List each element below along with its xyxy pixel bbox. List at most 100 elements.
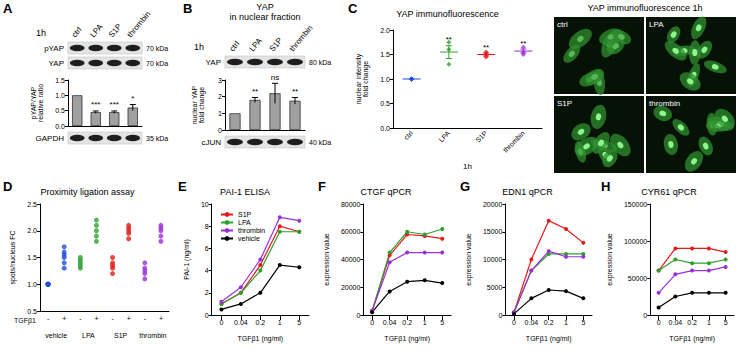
svg-text:cJUN: cJUN [201, 138, 221, 147]
svg-text:D: D [3, 179, 12, 194]
svg-text:1: 1 [423, 319, 427, 326]
svg-text:+: + [94, 315, 98, 322]
svg-text:LPA: LPA [649, 20, 664, 29]
svg-text:LPA: LPA [88, 22, 105, 39]
svg-text:-: - [79, 315, 82, 322]
svg-text:0: 0 [356, 312, 360, 319]
svg-text:80 kDa: 80 kDa [309, 59, 331, 66]
svg-text:1h: 1h [194, 42, 204, 52]
svg-text:50000: 50000 [628, 275, 648, 282]
svg-text:0.04: 0.04 [234, 319, 248, 326]
svg-text:5: 5 [297, 319, 301, 326]
svg-text:LPA: LPA [82, 332, 95, 339]
svg-text:35 kDa: 35 kDa [146, 135, 168, 142]
svg-text:1.0: 1.0 [380, 76, 390, 83]
svg-text:TGFβ1 (ng/ml): TGFβ1 (ng/ml) [238, 335, 284, 343]
svg-text:YAP: YAP [49, 59, 64, 68]
svg-text:0.2: 0.2 [255, 319, 265, 326]
svg-text:0: 0 [370, 319, 374, 326]
svg-text:expression value: expression value [606, 233, 614, 286]
svg-text:80000: 80000 [341, 201, 361, 208]
svg-text:10000: 10000 [483, 256, 503, 263]
svg-text:1.0: 1.0 [55, 92, 65, 99]
svg-text:***: *** [110, 100, 119, 109]
svg-text:2.5: 2.5 [27, 201, 37, 208]
svg-text:-: - [47, 315, 50, 322]
svg-text:5: 5 [581, 319, 585, 326]
svg-text:8: 8 [205, 223, 209, 230]
svg-text:vehicle: vehicle [238, 235, 260, 242]
svg-text:in nuclear fraction: in nuclear fraction [229, 12, 300, 22]
svg-text:0: 0 [205, 312, 209, 319]
svg-text:ns: ns [271, 73, 279, 82]
svg-text:thrombin: thrombin [139, 332, 166, 339]
svg-text:-: - [111, 315, 114, 322]
svg-text:YAP: YAP [206, 58, 221, 67]
svg-text:20000: 20000 [341, 284, 361, 291]
svg-text:5000: 5000 [487, 284, 503, 291]
svg-text:**: ** [446, 35, 452, 44]
svg-text:+: + [62, 315, 66, 322]
svg-text:ctrl: ctrl [403, 129, 415, 141]
svg-text:fold change: fold change [362, 61, 370, 97]
svg-text:F: F [318, 179, 326, 194]
svg-text:Proximity ligation assay: Proximity ligation assay [40, 187, 135, 197]
svg-text:YAP immunofluorescence 1h: YAP immunofluorescence 1h [587, 3, 702, 13]
svg-text:***: *** [91, 100, 100, 109]
svg-text:0.5: 0.5 [380, 100, 390, 107]
svg-text:S1P: S1P [238, 211, 252, 218]
svg-text:spots/nucleus FC: spots/nucleus FC [9, 230, 17, 284]
svg-text:4: 4 [205, 267, 209, 274]
svg-text:S1P: S1P [474, 129, 489, 144]
svg-text:S1P: S1P [557, 99, 572, 108]
svg-text:0.2: 0.2 [687, 319, 697, 326]
svg-text:**: ** [252, 87, 258, 96]
svg-text:ctrl: ctrl [228, 39, 242, 53]
svg-text:**: ** [483, 43, 489, 52]
svg-text:TGFβ1: TGFβ1 [14, 317, 36, 325]
svg-text:5: 5 [440, 319, 444, 326]
svg-text:0.04: 0.04 [525, 319, 539, 326]
svg-text:CYR61 qPCR: CYR61 qPCR [641, 187, 697, 197]
svg-text:60000: 60000 [341, 228, 361, 235]
svg-text:40 kDa: 40 kDa [309, 139, 331, 146]
svg-text:PAI-1 (ng/ml): PAI-1 (ng/ml) [183, 239, 191, 280]
svg-text:100000: 100000 [624, 238, 647, 245]
svg-text:GAPDH: GAPDH [36, 134, 65, 143]
svg-text:2: 2 [218, 93, 222, 100]
svg-text:EDN1 qPCR: EDN1 qPCR [502, 187, 553, 197]
svg-text:0: 0 [218, 127, 222, 134]
svg-text:relative ratio: relative ratio [37, 84, 44, 122]
svg-text:1: 1 [218, 110, 222, 117]
svg-text:1.5: 1.5 [380, 51, 390, 58]
svg-text:1h: 1h [463, 162, 472, 171]
svg-text:YAP immunofluorescence: YAP immunofluorescence [396, 9, 499, 19]
svg-text:2: 2 [205, 289, 209, 296]
svg-text:0.2: 0.2 [402, 319, 412, 326]
svg-text:LPA: LPA [238, 219, 251, 226]
svg-text:2.0: 2.0 [380, 27, 390, 34]
svg-text:TGFβ1 (ng/ml): TGFβ1 (ng/ml) [526, 335, 572, 343]
svg-text:YAP: YAP [256, 2, 273, 12]
svg-text:1: 1 [564, 319, 568, 326]
svg-text:0.04: 0.04 [669, 319, 683, 326]
svg-text:expression value: expression value [465, 233, 473, 286]
svg-text:thrombin: thrombin [649, 99, 680, 108]
svg-text:0: 0 [657, 319, 661, 326]
svg-text:LPA: LPA [248, 36, 265, 53]
svg-text:thrombin: thrombin [238, 227, 265, 234]
svg-text:+: + [159, 315, 163, 322]
svg-text:1h: 1h [36, 28, 46, 38]
svg-text:A: A [3, 1, 13, 16]
svg-text:ctrl: ctrl [70, 25, 84, 39]
svg-text:0.04: 0.04 [383, 319, 397, 326]
svg-text:1: 1 [707, 319, 711, 326]
svg-text:20000: 20000 [483, 201, 503, 208]
svg-text:ctrl: ctrl [557, 20, 568, 29]
svg-text:C: C [348, 1, 358, 16]
svg-text:+: + [127, 315, 131, 322]
svg-text:pYAP: pYAP [44, 44, 64, 53]
svg-text:thrombin: thrombin [125, 10, 152, 40]
svg-text:2.0: 2.0 [27, 227, 37, 234]
svg-text:*: * [131, 94, 134, 103]
